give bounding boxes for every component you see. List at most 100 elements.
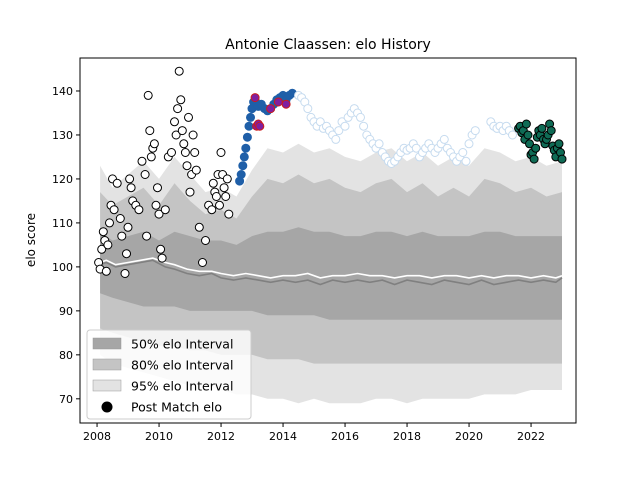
legend-marker: [101, 401, 113, 413]
data-point: [359, 121, 369, 131]
data-point: [103, 240, 113, 250]
data-point: [331, 134, 341, 144]
legend-swatch: [92, 358, 122, 371]
series-line-1: [99, 257, 563, 279]
data-point: [236, 170, 246, 179]
data-point: [238, 161, 248, 171]
data-point: [458, 148, 468, 157]
legend-label: 95% elo Interval: [131, 379, 233, 394]
y-axis-label: elo score: [24, 213, 38, 267]
data-point: [546, 126, 556, 136]
data-point: [216, 148, 226, 157]
data-point: [531, 143, 541, 153]
data-point: [211, 192, 221, 201]
data-point: [250, 93, 260, 103]
data-point: [180, 148, 190, 157]
data-point: [98, 227, 108, 237]
data-point: [208, 178, 218, 188]
data-point: [184, 112, 193, 122]
data-point: [537, 123, 547, 133]
data-point: [266, 104, 276, 114]
data-point: [171, 130, 181, 140]
data-point: [525, 139, 534, 149]
data-point: [374, 139, 384, 149]
data-point: [244, 121, 254, 131]
legend: 50% elo Interval 80% elo Interval 95% elo …: [86, 329, 252, 420]
data-point: [179, 139, 189, 149]
data-point: [112, 178, 122, 188]
data-point: [120, 269, 130, 278]
y-tick-label: 110: [52, 217, 73, 230]
data-point: [140, 170, 150, 179]
data-point: [115, 214, 125, 223]
data-point: [190, 148, 200, 157]
y-tick-label: 80: [59, 349, 73, 362]
data-point: [221, 192, 231, 201]
data-point: [146, 152, 156, 162]
data-point: [176, 95, 186, 105]
x-axis-ticks: 2008 2010 2012 2014 2016 2018 2020 2022: [83, 423, 545, 443]
data-point: [508, 130, 517, 140]
data-point: [222, 174, 232, 184]
data-point: [143, 90, 153, 100]
data-point: [173, 104, 183, 114]
data-point: [215, 200, 224, 210]
data-point: [241, 143, 251, 153]
y-tick-label: 70: [59, 393, 73, 406]
series-line-0: [99, 259, 563, 286]
plot-area-frame: [79, 57, 577, 424]
data-point: [198, 258, 207, 267]
data-point: [160, 205, 170, 215]
y-tick-label: 90: [59, 305, 73, 318]
data-point: [123, 222, 133, 232]
data-series: [94, 66, 567, 286]
data-point: [167, 148, 176, 157]
data-point: [142, 231, 152, 241]
data-point: [149, 139, 159, 149]
data-point: [122, 249, 131, 259]
data-point: [117, 231, 127, 241]
data-point: [174, 66, 184, 76]
data-point: [153, 183, 162, 193]
data-point: [557, 154, 567, 164]
data-point: [105, 218, 114, 228]
data-point: [97, 244, 107, 254]
data-point: [194, 222, 204, 232]
data-point: [554, 139, 564, 149]
y-tick-label: 100: [52, 261, 73, 274]
y-axis-ticks: 70 80 90 100 110 120 130 140: [52, 85, 80, 406]
data-point: [242, 132, 252, 142]
data-point: [523, 130, 533, 140]
data-point: [125, 174, 135, 184]
data-point: [439, 134, 449, 144]
data-point: [224, 209, 234, 219]
legend-box: [86, 329, 252, 420]
x-tick-label: 2008: [83, 430, 111, 443]
data-point: [182, 161, 192, 171]
data-point: [188, 130, 198, 140]
data-point: [201, 236, 210, 245]
data-point: [207, 205, 217, 215]
x-tick-label: 2016: [331, 430, 359, 443]
data-point: [101, 266, 111, 276]
legend-swatch: [92, 337, 122, 350]
data-point: [334, 126, 344, 136]
data-point: [464, 139, 474, 149]
data-point: [109, 205, 119, 215]
data-point: [157, 253, 167, 263]
chart-title: Antonie Claassen: elo History: [225, 37, 431, 53]
x-tick-label: 2018: [393, 430, 421, 443]
x-tick-label: 2012: [207, 430, 235, 443]
data-point: [303, 104, 313, 114]
x-tick-label: 2020: [455, 430, 483, 443]
data-point: [239, 152, 249, 162]
data-point: [529, 154, 539, 164]
y-tick-label: 140: [52, 85, 73, 98]
legend-label: Post Match elo: [131, 400, 222, 415]
data-point: [273, 97, 283, 107]
data-point: [191, 165, 201, 175]
data-point: [170, 117, 179, 127]
data-point: [340, 121, 350, 131]
data-point: [356, 112, 365, 122]
